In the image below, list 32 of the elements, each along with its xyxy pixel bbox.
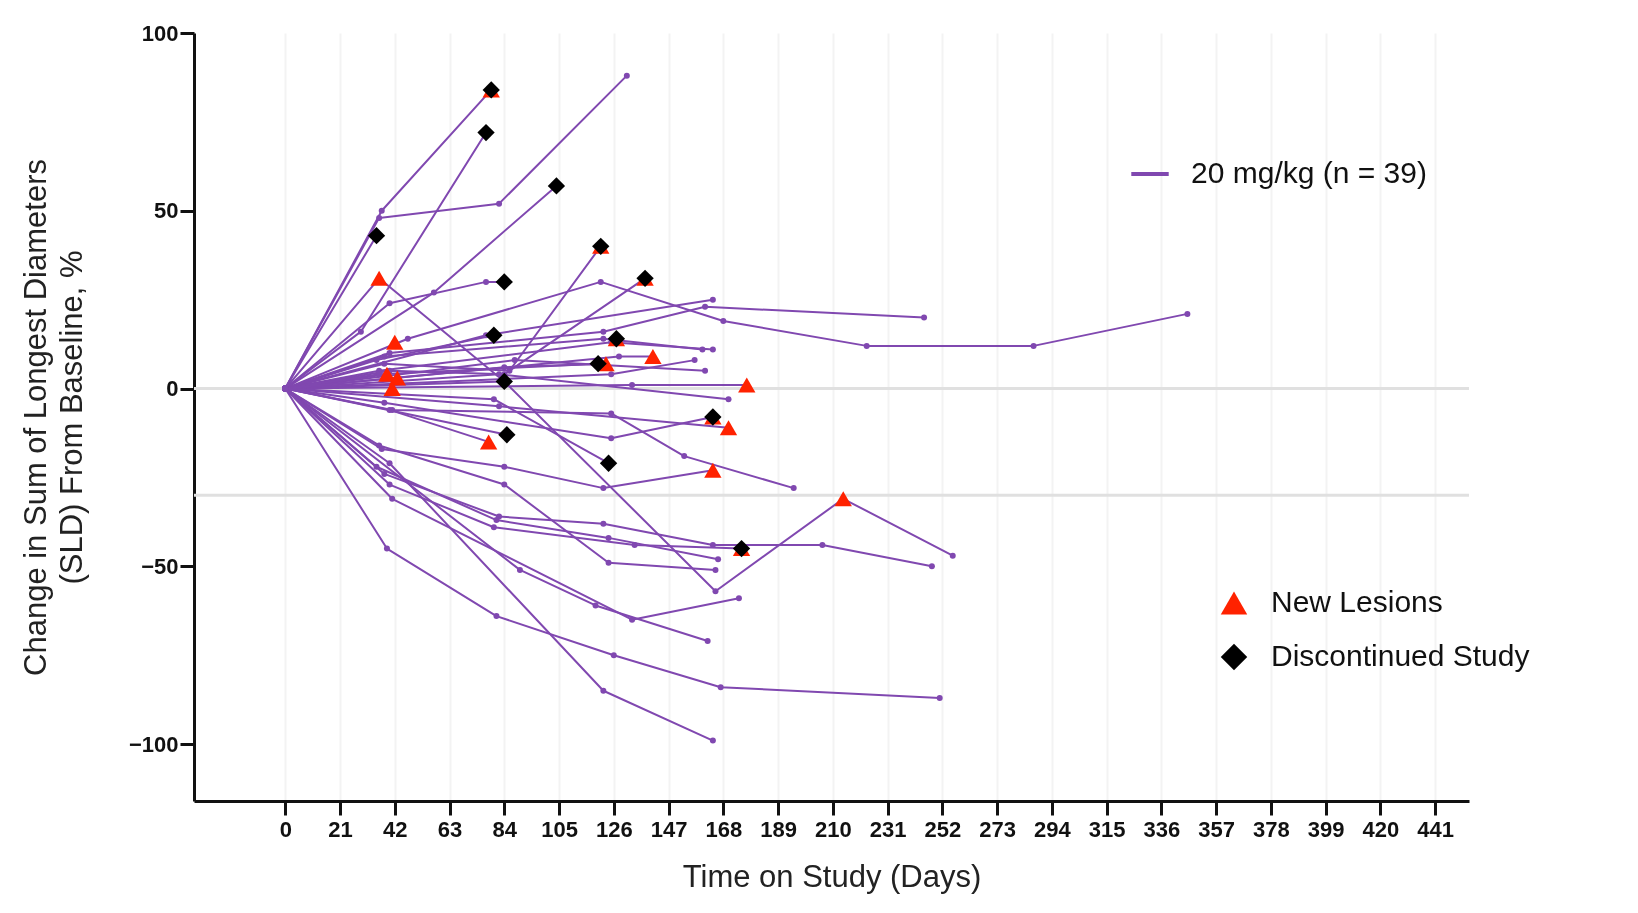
x-tick-label: 105: [541, 816, 578, 842]
x-tick-label: 441: [1417, 816, 1454, 842]
x-tick-label: 315: [1088, 816, 1126, 842]
x-tick-label: 420: [1362, 816, 1400, 842]
x-tick-label: 399: [1307, 816, 1345, 842]
x-tick-label: 357: [1198, 816, 1235, 842]
x-tick-label: 189: [760, 816, 797, 842]
x-tick-label: 210: [814, 816, 852, 842]
x-tick-label: 378: [1252, 816, 1290, 842]
x-tick-label: 147: [650, 816, 688, 842]
x-tick-label: 336: [1143, 816, 1181, 842]
x-tick-label: 231: [869, 816, 907, 842]
x-tick-label: 252: [924, 816, 962, 842]
y-tick-label: −50: [141, 553, 179, 579]
x-tick-label: 273: [979, 816, 1016, 842]
y-axis-title: Change in Sum of Longest Diameters (SLD) From Baseline, %: [17, 159, 89, 676]
legend-label: 20 mg/kg (n = 39): [1191, 156, 1427, 189]
legend-label: New Lesions: [1271, 585, 1443, 618]
x-tick-label: 84: [492, 816, 518, 842]
x-tick-label: 21: [328, 816, 353, 842]
legend-label: Discontinued Study: [1271, 639, 1530, 672]
x-axis-title: Time on Study (Days): [682, 858, 982, 894]
x-tick-label: 63: [437, 816, 463, 842]
y-tick-label: 50: [154, 198, 179, 224]
y-tick-label: 0: [166, 376, 179, 402]
x-tick-label: 42: [383, 816, 408, 842]
y-tick-label: −100: [128, 731, 179, 757]
x-tick-label: 294: [1033, 816, 1072, 842]
x-tick-label: 0: [279, 816, 292, 842]
x-tick-label: 168: [705, 816, 743, 842]
y-tick-label: 100: [141, 20, 179, 46]
x-tick-label: 126: [595, 816, 633, 842]
